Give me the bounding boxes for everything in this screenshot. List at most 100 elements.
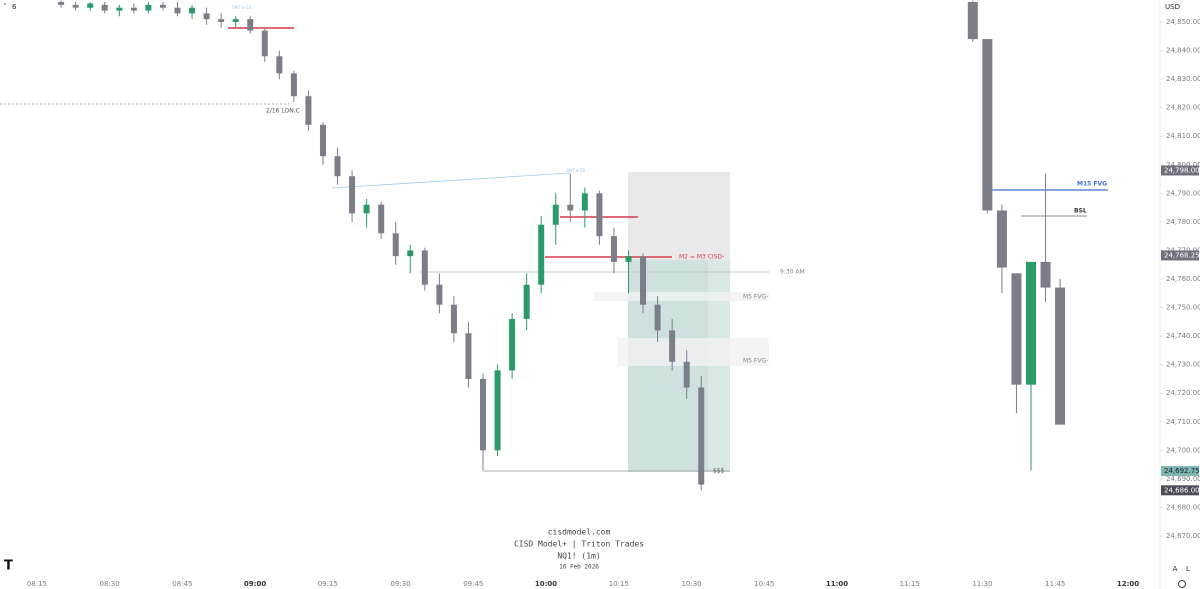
candle-body: [232, 19, 239, 22]
candle-body: [145, 4, 152, 11]
annotation: BSL: [1074, 208, 1087, 215]
candles: [58, 0, 1066, 491]
candle-body: [698, 387, 705, 485]
annotation: M5 FVG-: [743, 358, 768, 365]
candle-body: [436, 284, 443, 305]
candle-body: [363, 204, 370, 214]
candle-body: [982, 39, 993, 211]
candle-body: [1011, 273, 1022, 385]
x-tick-label: 09:45: [463, 580, 483, 588]
candle-body: [640, 256, 647, 305]
candle-body: [407, 250, 414, 257]
price-tag-label: 24,692.75: [1164, 467, 1200, 475]
y-tick-label: 24,690.00: [1166, 475, 1200, 483]
candle-body: [480, 378, 487, 451]
y-tick-label: 24,830.00: [1166, 75, 1200, 83]
candle-body: [509, 318, 516, 371]
candle-body: [218, 19, 225, 22]
watermark: cisdmodel.com: [548, 528, 611, 537]
candle-body: [494, 370, 501, 451]
fvg-box: [618, 338, 769, 366]
candle-body: [261, 30, 268, 57]
stop-zone: [628, 172, 730, 260]
y-tick-label: 24,750.00: [1166, 304, 1200, 312]
candle-body: [87, 3, 94, 8]
fvg-box: [594, 292, 769, 301]
candle-body: [465, 333, 472, 379]
y-tick-label: 24,800.00: [1166, 161, 1200, 169]
y-tick-label: 24,740.00: [1166, 332, 1200, 340]
candle-body: [523, 284, 530, 319]
candle-body: [392, 233, 399, 257]
candle-body: [58, 1, 65, 5]
currency: USD: [1165, 3, 1180, 11]
annotation: $$$: [713, 468, 725, 475]
x-tick-label: 09:15: [318, 580, 338, 588]
annotation: M2 = M3 CISD-: [679, 254, 724, 261]
annotation: SMT w ES: [566, 168, 586, 173]
candle-body: [319, 124, 326, 157]
x-tick-label: 09:30: [390, 580, 410, 588]
drawings: 2/16 LON.C M2 = M3 CISD- 9:30 AM M5 FVG- M5 …: [0, 5, 1108, 475]
price-tag: [1161, 165, 1199, 176]
candle-body: [996, 210, 1007, 268]
candle-body: [1026, 261, 1037, 385]
watermark: NQ1! (1m): [557, 552, 600, 561]
x-tick-label: 09:00: [244, 580, 266, 588]
candle-body: [610, 236, 617, 262]
settings-icon[interactable]: [1178, 580, 1186, 588]
smt-line: [331, 172, 571, 189]
price-tag: [1161, 466, 1199, 477]
y-tick-label: 24,790.00: [1166, 189, 1200, 197]
x-tick-label: 08:45: [172, 580, 192, 588]
y-tick-label: 24,810.00: [1166, 132, 1200, 140]
candle-body: [450, 304, 457, 334]
x-tick-label: 10:30: [681, 580, 701, 588]
scale-button[interactable]: L: [1186, 565, 1190, 573]
annotation: M15 FVG: [1077, 181, 1107, 188]
annotation: 9:30 AM: [780, 269, 805, 276]
candle-body: [159, 4, 166, 8]
scale-button[interactable]: A: [1173, 565, 1178, 573]
candle-body: [174, 7, 181, 14]
candle-body: [654, 304, 661, 331]
candle-body: [276, 56, 283, 74]
candle-body: [625, 256, 632, 262]
price-tag-label: 24,686.00: [1164, 486, 1200, 494]
candle-body: [130, 7, 137, 11]
y-tick-label: 24,820.00: [1166, 104, 1200, 112]
candle-body: [967, 1, 978, 40]
candle-body: [101, 4, 108, 11]
candle-body: [349, 176, 356, 214]
candle-body: [334, 156, 341, 177]
y-tick-label: 24,700.00: [1166, 446, 1200, 454]
price-tag: [1161, 485, 1199, 496]
x-tick-label: 11:15: [900, 580, 920, 588]
candle-body: [669, 330, 676, 362]
x-tick-label: 08:15: [27, 580, 47, 588]
y-tick-label: 24,840.00: [1166, 47, 1200, 55]
candle-body: [189, 7, 196, 14]
candle-body: [290, 73, 297, 97]
candle-body: [581, 193, 588, 211]
watermark: 16 Feb 2026: [559, 564, 599, 571]
x-tick-label: 10:00: [535, 580, 557, 588]
price-tag-label: 24,768.25: [1164, 251, 1200, 259]
y-tick-label: 24,730.00: [1166, 361, 1200, 369]
x-tick-label: 11:45: [1045, 580, 1065, 588]
candle-body: [247, 19, 254, 31]
collapse-label: 6: [12, 3, 17, 11]
x-tick-label: 08:30: [100, 580, 120, 588]
candle-body: [203, 13, 210, 20]
annotation: 2/16 LON.C: [266, 108, 300, 115]
candle-body: [596, 193, 603, 237]
candle-body: [1055, 287, 1066, 425]
y-tick-label: 24,850.00: [1166, 18, 1200, 26]
x-tick-label: 10:45: [754, 580, 774, 588]
collapse-icon[interactable]: ˅: [3, 3, 7, 11]
annotation: SMT w ES: [232, 5, 252, 10]
candle-body: [305, 96, 312, 125]
candle-body: [421, 250, 428, 285]
candle-body: [116, 7, 123, 11]
y-tick-label: 24,760.00: [1166, 275, 1200, 283]
